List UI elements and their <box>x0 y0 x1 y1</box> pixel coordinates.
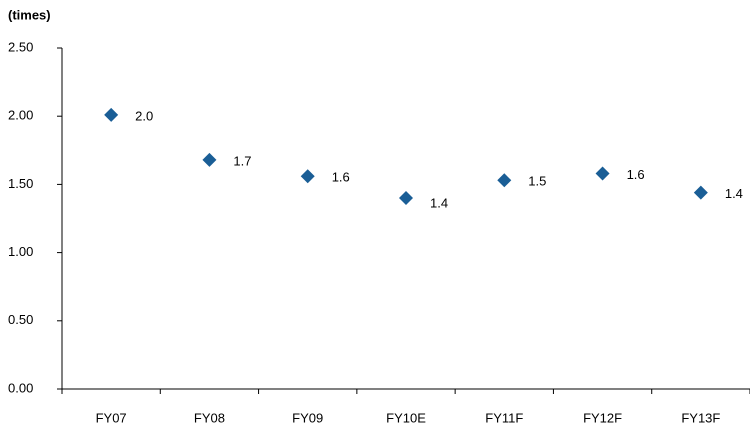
y-tick-label: 1.50 <box>8 176 33 191</box>
x-tick-label: FY08 <box>194 410 225 425</box>
y-tick-label: 0.00 <box>8 380 33 395</box>
y-tick-label: 2.50 <box>8 39 33 54</box>
y-tick-label: 1.00 <box>8 244 33 259</box>
x-tick-label: FY09 <box>292 410 323 425</box>
value-label: 1.7 <box>233 153 251 168</box>
value-label: 1.6 <box>627 167 645 182</box>
marker <box>202 152 217 167</box>
value-label: 1.5 <box>528 174 546 189</box>
x-tick-label: FY10E <box>386 410 426 425</box>
y-tick-label: 0.50 <box>8 312 33 327</box>
y-axis-label: (times) <box>8 7 51 22</box>
marker <box>300 169 315 184</box>
value-label: 1.4 <box>725 186 743 201</box>
y-tick-label: 2.00 <box>8 108 33 123</box>
marker <box>104 107 119 122</box>
value-label: 1.6 <box>332 170 350 185</box>
x-tick-label: FY07 <box>96 410 127 425</box>
value-label: 1.4 <box>430 195 448 210</box>
marker <box>497 173 512 188</box>
x-tick-label: FY11F <box>485 410 523 425</box>
x-tick-label: FY13F <box>681 410 720 425</box>
marker <box>693 185 708 200</box>
value-label: 2.0 <box>135 108 153 123</box>
marker <box>595 166 610 181</box>
marker <box>399 191 413 206</box>
x-tick-label: FY12F <box>583 410 622 425</box>
